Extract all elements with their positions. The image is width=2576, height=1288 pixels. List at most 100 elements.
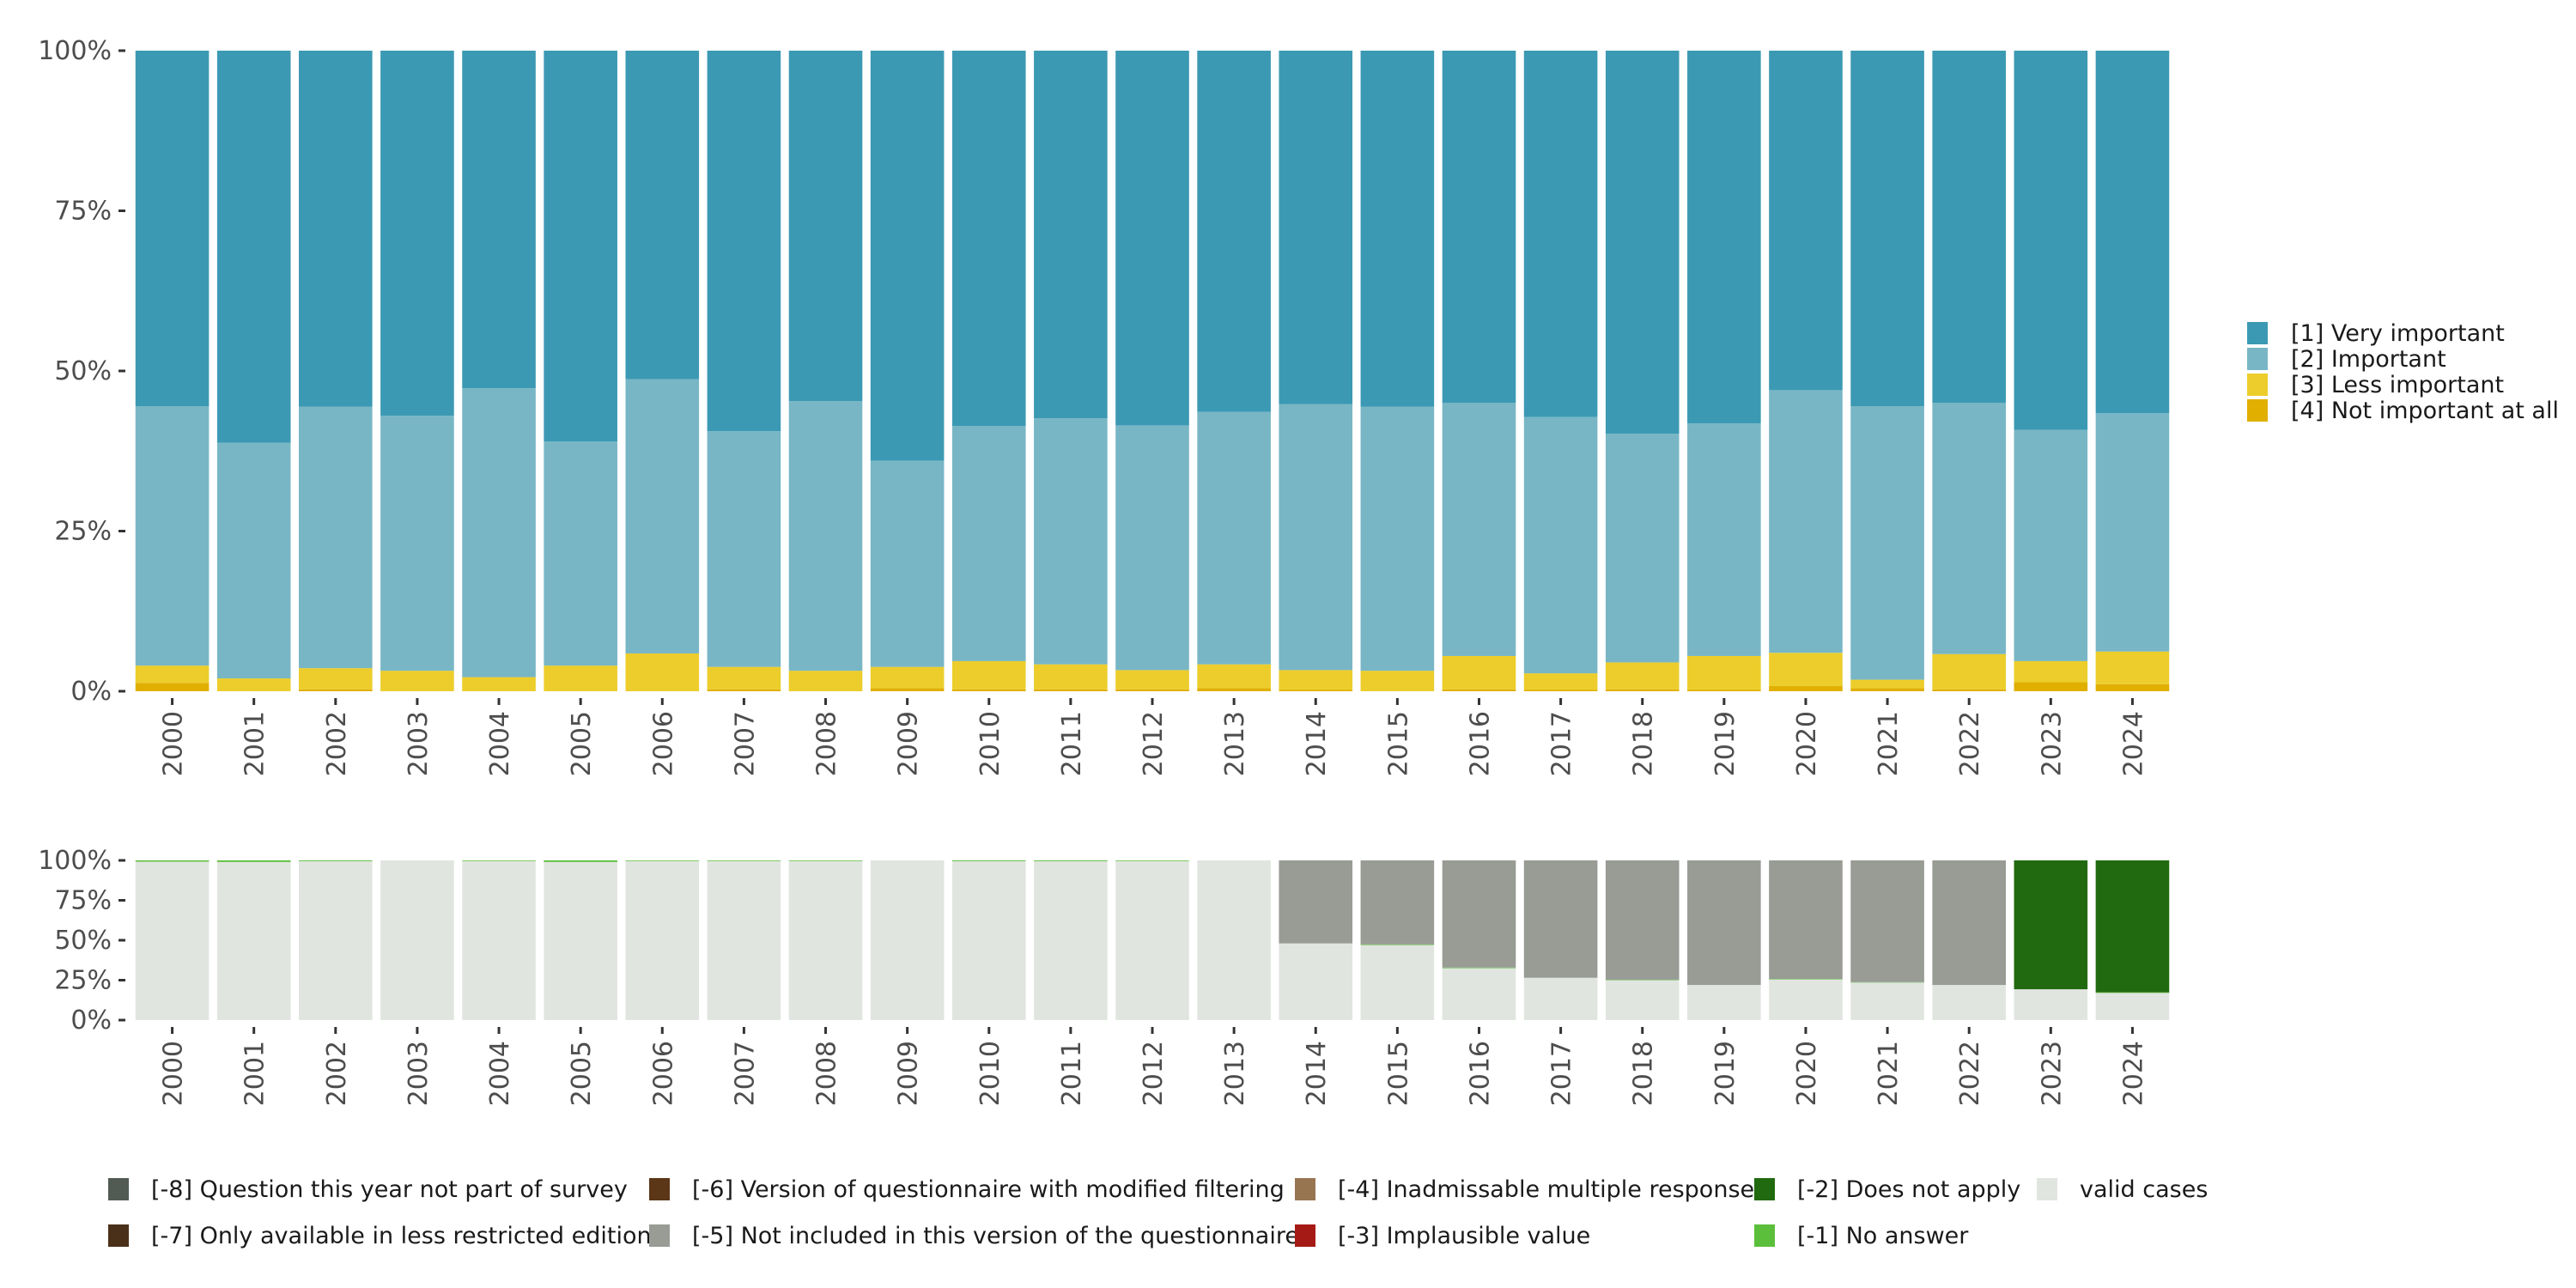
- x-tick-label: 2011: [1057, 1041, 1087, 1106]
- legend-swatch: [2247, 374, 2268, 396]
- x-tick-label: 2020: [1792, 711, 1822, 776]
- bar-segment: [1279, 670, 1353, 690]
- bar-segment: [1115, 51, 1189, 426]
- bar-segment: [707, 860, 781, 1020]
- x-tick-label: 2003: [404, 1041, 434, 1106]
- bar-segment: [951, 51, 1026, 427]
- bar-segment: [1932, 689, 2007, 691]
- bar-segment: [1279, 860, 1353, 944]
- bar-segment: [870, 860, 945, 1020]
- y-tick-label: 0%: [70, 1005, 112, 1036]
- bar-segment: [2095, 683, 2170, 691]
- x-tick-label: 2016: [1465, 1041, 1495, 1106]
- bar-segment: [1197, 860, 1271, 1020]
- bar-segment: [2014, 660, 2088, 683]
- legend-label: [1] Very important: [2291, 320, 2505, 347]
- bar-segment: [951, 689, 1026, 691]
- bar-segment: [1769, 979, 1843, 980]
- y-tick-label: 50%: [54, 926, 112, 956]
- bar-segment: [1850, 982, 1924, 1020]
- bar-segment: [135, 860, 210, 862]
- x-tick-label: 2023: [2037, 711, 2067, 776]
- bar-segment: [625, 653, 700, 691]
- bar-segment: [625, 379, 700, 653]
- bar-segment: [788, 51, 863, 402]
- x-tick-label: 2024: [2118, 711, 2148, 776]
- legend-label: [-6] Version of questionnaire with modif…: [692, 1176, 1285, 1203]
- bar-segment: [1687, 985, 1761, 1020]
- bar-segment: [1605, 860, 1680, 980]
- bar-segment: [544, 861, 617, 1020]
- bar-segment: [1769, 51, 1843, 391]
- x-tick-label: 2014: [1302, 1041, 1332, 1106]
- y-tick-label: 75%: [54, 197, 112, 227]
- bar-segment: [1197, 688, 1271, 691]
- bar-segment: [2095, 51, 2170, 414]
- bar-segment: [1769, 653, 1843, 687]
- bar-segment: [1850, 860, 1924, 982]
- x-tick-label: 2006: [648, 711, 678, 776]
- x-tick-label: 2004: [485, 711, 515, 776]
- y-tick-label: 100%: [38, 36, 112, 66]
- legend-swatch: [649, 1178, 670, 1200]
- legend-swatch: [2037, 1178, 2057, 1200]
- bar-segment: [1605, 980, 1680, 1020]
- legend-swatch: [108, 1178, 129, 1200]
- bar-segment: [1279, 404, 1353, 671]
- x-tick-label: 2000: [159, 711, 189, 776]
- bar-segment: [1605, 51, 1680, 434]
- x-tick-label: 2011: [1057, 711, 1087, 776]
- bar-segment: [1442, 655, 1516, 690]
- x-tick-label: 2008: [812, 711, 842, 776]
- bar-segment: [1523, 977, 1598, 1020]
- bar-segment: [544, 665, 617, 691]
- bar-segment: [1442, 967, 1516, 969]
- bar-segment: [298, 668, 373, 690]
- bar-segment: [216, 442, 291, 679]
- bar-segment: [788, 401, 863, 671]
- bar-segment: [1687, 860, 1761, 986]
- bar-segment: [380, 51, 454, 416]
- bar-segment: [2095, 993, 2170, 1020]
- legend-label: [-2] Does not apply: [1797, 1176, 2020, 1203]
- x-tick-label: 2010: [975, 1041, 1005, 1106]
- bar-segment: [1605, 662, 1680, 690]
- bar-segment: [1769, 686, 1843, 691]
- bar-segment: [298, 406, 373, 669]
- x-tick-label: 2018: [1629, 711, 1659, 776]
- bar-segment: [2014, 51, 2088, 430]
- legend-label: [-8] Question this year not part of surv…: [151, 1176, 628, 1203]
- bar-segment: [380, 416, 454, 671]
- bar-segment: [1034, 860, 1108, 1020]
- bar-segment: [1850, 679, 1924, 689]
- bar-segment: [1034, 860, 1108, 861]
- x-tick-label: 2012: [1139, 711, 1169, 776]
- bar-segment: [1769, 390, 1843, 653]
- bar-segment: [870, 688, 945, 691]
- bar-segment: [462, 677, 536, 691]
- legend-label: [2] Important: [2291, 346, 2446, 373]
- legend-label: [-3] Implausible value: [1338, 1223, 1590, 1249]
- bar-segment: [707, 689, 781, 691]
- bar-segment: [135, 683, 210, 691]
- y-tick-label: 100%: [38, 846, 112, 876]
- x-tick-label: 2020: [1792, 1041, 1822, 1106]
- legend-label: [-4] Inadmissable multiple response: [1338, 1176, 1754, 1203]
- bar-segment: [1850, 688, 1924, 691]
- bar-segment: [1360, 51, 1435, 407]
- bar-segment: [870, 666, 945, 689]
- x-tick-label: 2021: [1874, 711, 1904, 776]
- legend-label: [-1] No answer: [1797, 1223, 1969, 1249]
- legend-swatch: [649, 1224, 670, 1247]
- bar-segment: [544, 51, 617, 442]
- legend-label: [-7] Only available in less restricted e…: [151, 1223, 652, 1249]
- bar-segment: [1769, 979, 1843, 1020]
- y-tick-label: 25%: [54, 517, 112, 547]
- x-tick-label: 2015: [1383, 711, 1413, 776]
- bar-segment: [951, 860, 1026, 861]
- bar-segment: [2095, 651, 2170, 684]
- bar-segment: [707, 431, 781, 667]
- legend-swatch: [2247, 322, 2268, 344]
- bar-segment: [870, 51, 945, 461]
- bar-segment: [1360, 945, 1435, 1020]
